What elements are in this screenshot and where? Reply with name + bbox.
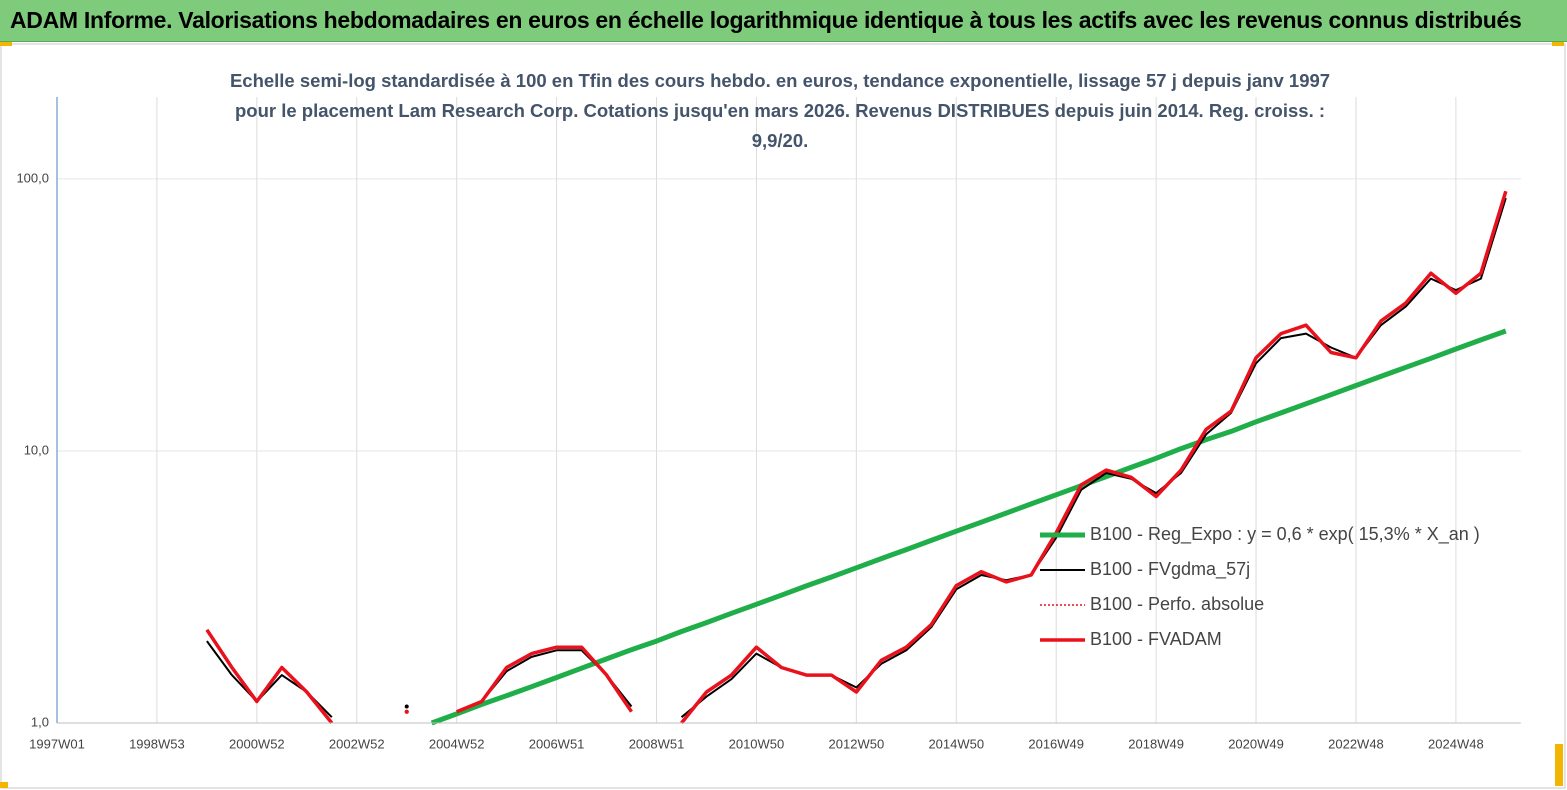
x-tick-label: 2000W52 [229,736,285,751]
x-tick-label: 2014W50 [928,736,984,751]
legend-label: B100 - Perfo. absolue [1090,594,1264,614]
chart-frame [0,43,1566,789]
series-line [456,645,633,714]
series-point [404,704,409,709]
x-tick-label: 1997W01 [29,736,85,751]
header-title: ADAM Informe. Valorisations hebdomadaire… [10,7,1522,33]
header-banner: ADAM Informe. Valorisations hebdomadaire… [0,0,1567,42]
corner-mark [0,42,12,46]
series-line [680,190,1508,725]
x-tick-label: 2006W51 [529,736,585,751]
x-tick-label: 2004W52 [429,736,485,751]
x-tick-label: 2020W49 [1228,736,1284,751]
x-tick-label: 2018W49 [1128,736,1184,751]
x-tick-label: 2008W51 [629,736,685,751]
y-tick-label: 100,0 [16,170,49,185]
series-line [206,629,333,724]
x-tick-label: 2022W48 [1328,736,1384,751]
x-tick-label: 2010W50 [729,736,785,751]
legend-label: B100 - FVADAM [1090,629,1222,649]
x-tick-label: 2012W50 [829,736,885,751]
series-line [205,628,334,725]
legend: B100 - Reg_Expo : y = 0,6 * exp( 15,3% *… [1040,524,1480,649]
y-tick-label: 10,0 [24,442,49,457]
x-tick-label: 2016W49 [1028,736,1084,751]
legend-label: B100 - Reg_Expo : y = 0,6 * exp( 15,3% *… [1090,524,1480,545]
corner-mark [1555,744,1563,786]
y-tick-label: 1,0 [31,714,49,729]
plot [205,190,1508,726]
legend-label: B100 - FVgdma_57j [1090,559,1250,580]
series-line [206,640,333,718]
axes: 1,0 10,0 100,0 1997W01 1998W53 2000W52 2002W52… [16,97,1521,751]
series-point [404,709,409,714]
corner-mark [0,782,8,788]
x-tick-label: 1998W53 [129,736,185,751]
grid [56,97,1521,724]
x-tick-label: 2024W48 [1428,736,1484,751]
corner-mark [1552,42,1564,46]
series-line [430,328,1507,726]
x-tick-label: 2002W52 [329,736,385,751]
chart-title: Echelle semi-log standardisée à 100 en T… [229,70,1331,151]
